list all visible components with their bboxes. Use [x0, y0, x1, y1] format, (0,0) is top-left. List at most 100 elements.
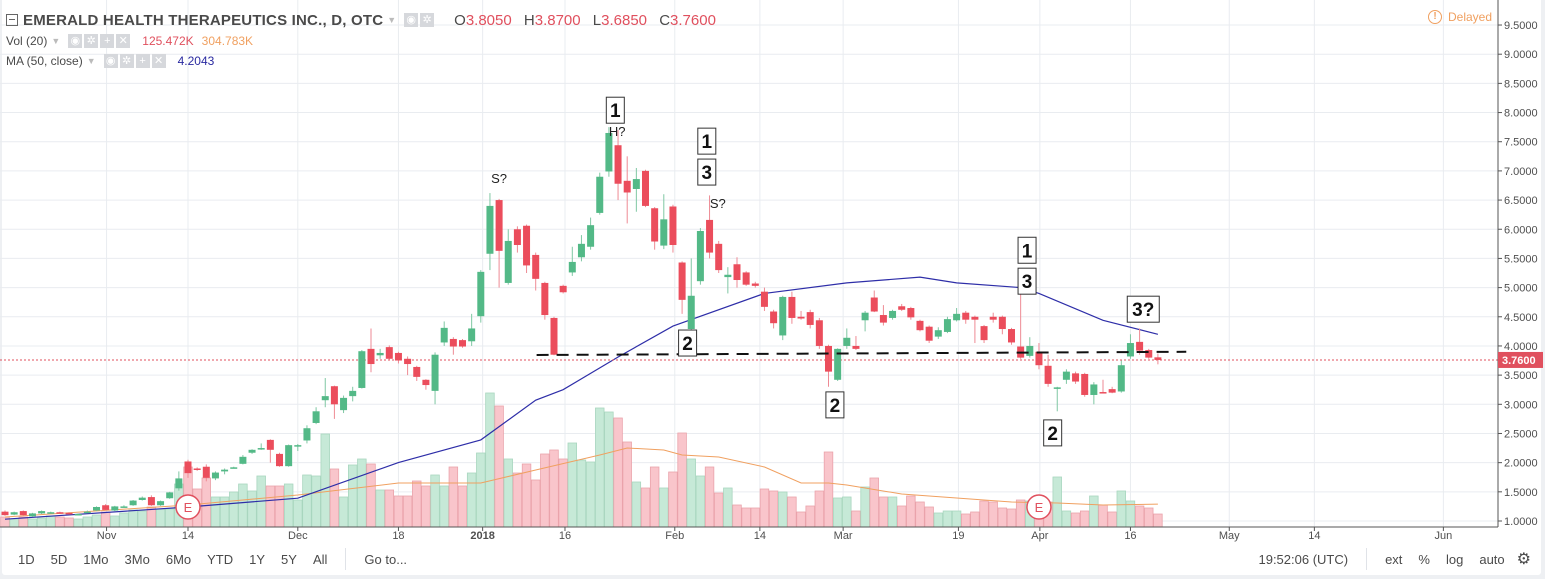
x-tick-label: Jun	[1435, 530, 1453, 542]
gear-icon[interactable]: ✲	[119, 54, 134, 68]
y-tick-label: 9.5000	[1504, 20, 1538, 32]
candle	[651, 207, 659, 250]
volume-value: 125.472K	[142, 34, 194, 48]
chevron-down-icon[interactable]: ▼	[86, 56, 96, 66]
wave-label: 2	[830, 396, 841, 417]
volume-indicator-label[interactable]: Vol (20)	[6, 34, 48, 48]
volume-bar	[64, 517, 74, 528]
range-5y[interactable]: 5Y	[281, 551, 297, 567]
range-1d[interactable]: 1D	[18, 551, 35, 567]
delayed-badge[interactable]: ! Delayed	[1428, 10, 1492, 24]
candle-body	[678, 262, 686, 300]
volume-bar	[695, 475, 706, 528]
eye-icon[interactable]: ◉	[404, 13, 419, 27]
volume-bar	[55, 516, 65, 528]
candle	[120, 505, 128, 508]
volume-bar	[238, 483, 248, 528]
volume-bar	[979, 500, 989, 528]
candle-body	[733, 264, 741, 281]
volume-bar	[36, 517, 47, 528]
ma-indicator-label[interactable]: MA (50, close)	[6, 54, 83, 68]
wave-label-box	[605, 96, 625, 124]
volume-bar	[915, 501, 925, 528]
candle-body	[898, 306, 906, 310]
candle	[660, 194, 668, 250]
clock[interactable]: 19:52:06 (UTC)	[1258, 551, 1349, 567]
eye-icon[interactable]: ◉	[68, 34, 83, 48]
volume-bar	[640, 487, 651, 528]
range-all[interactable]: All	[312, 551, 328, 567]
volume-bar	[1098, 504, 1108, 528]
collapse-icon[interactable]	[6, 14, 18, 26]
x-tick-label: 16	[1124, 530, 1136, 542]
range-1mo[interactable]: 1Mo	[83, 551, 109, 567]
candle	[276, 452, 283, 467]
candle	[523, 224, 531, 274]
volume-bar	[320, 433, 330, 528]
goto-button[interactable]: Go to...	[364, 551, 408, 567]
candle	[513, 226, 521, 253]
auto-toggle[interactable]: auto	[1479, 551, 1505, 567]
candle	[898, 303, 906, 311]
candle	[678, 261, 686, 314]
volume-bar	[933, 512, 944, 528]
symbol-row: EMERALD HEALTH THERAPEUTICS INC., D, OTC…	[6, 9, 716, 31]
chevron-down-icon[interactable]: ▼	[51, 36, 61, 46]
volume-bar	[595, 407, 605, 528]
candle	[422, 379, 430, 390]
volume-bar	[778, 491, 788, 528]
candle-body	[760, 291, 768, 307]
range-ytd[interactable]: YTD	[207, 551, 234, 567]
volume-bar	[402, 495, 413, 528]
close-icon[interactable]: ✕	[116, 34, 131, 48]
candle-body	[770, 311, 778, 324]
plus-icon[interactable]: +	[135, 54, 150, 68]
range-5d[interactable]: 5D	[50, 551, 68, 567]
candle	[806, 309, 814, 329]
eye-icon[interactable]: ◉	[103, 54, 118, 68]
settings-gear-icon[interactable]: ⚙	[1516, 551, 1531, 568]
volume-bar	[860, 486, 870, 528]
candle-body	[513, 229, 521, 246]
candle-body	[751, 283, 759, 286]
close-icon[interactable]: ✕	[151, 54, 166, 68]
candle-body	[870, 297, 878, 312]
candle-body	[742, 272, 750, 285]
candle	[687, 258, 695, 335]
candle	[907, 306, 915, 320]
percent-toggle[interactable]: %	[1418, 551, 1430, 567]
y-tick-label: 5.5000	[1504, 253, 1538, 265]
volume-bar	[210, 496, 221, 528]
y-tick-label: 4.5000	[1504, 312, 1538, 324]
log-toggle[interactable]: log	[1445, 551, 1464, 567]
range-1y[interactable]: 1Y	[249, 551, 266, 567]
candle	[925, 325, 933, 344]
annotations: E E 1 1 3 2 2 1 3 2 3? H? S? S?	[175, 96, 1187, 520]
volume-bar	[897, 505, 907, 528]
candle	[312, 407, 320, 425]
candle	[65, 512, 73, 515]
symbol-title[interactable]: EMERALD HEALTH THERAPEUTICS INC., D, OTC	[23, 11, 384, 29]
candle-body	[1008, 329, 1015, 343]
candle	[1035, 343, 1043, 370]
gear-icon[interactable]: ✲	[84, 34, 99, 48]
gear-icon[interactable]: ✲	[420, 13, 435, 27]
volume-bar	[823, 451, 834, 528]
x-tick-label: 14	[1308, 530, 1320, 542]
chevron-down-icon[interactable]: ▼	[387, 15, 397, 25]
candle	[1081, 372, 1089, 397]
volume-bar	[649, 466, 660, 528]
candle	[449, 337, 457, 355]
ext-toggle[interactable]: ext	[1385, 551, 1403, 567]
range-3mo[interactable]: 3Mo	[124, 551, 150, 567]
pattern-label: S?	[491, 171, 507, 186]
candle-body	[779, 296, 787, 336]
candle	[852, 336, 860, 351]
candle	[1044, 354, 1052, 387]
plus-icon[interactable]: +	[100, 34, 115, 48]
candle	[468, 313, 476, 346]
pattern-label: H?	[609, 124, 626, 139]
candle-body	[19, 511, 27, 516]
range-6mo[interactable]: 6Mo	[165, 551, 192, 567]
